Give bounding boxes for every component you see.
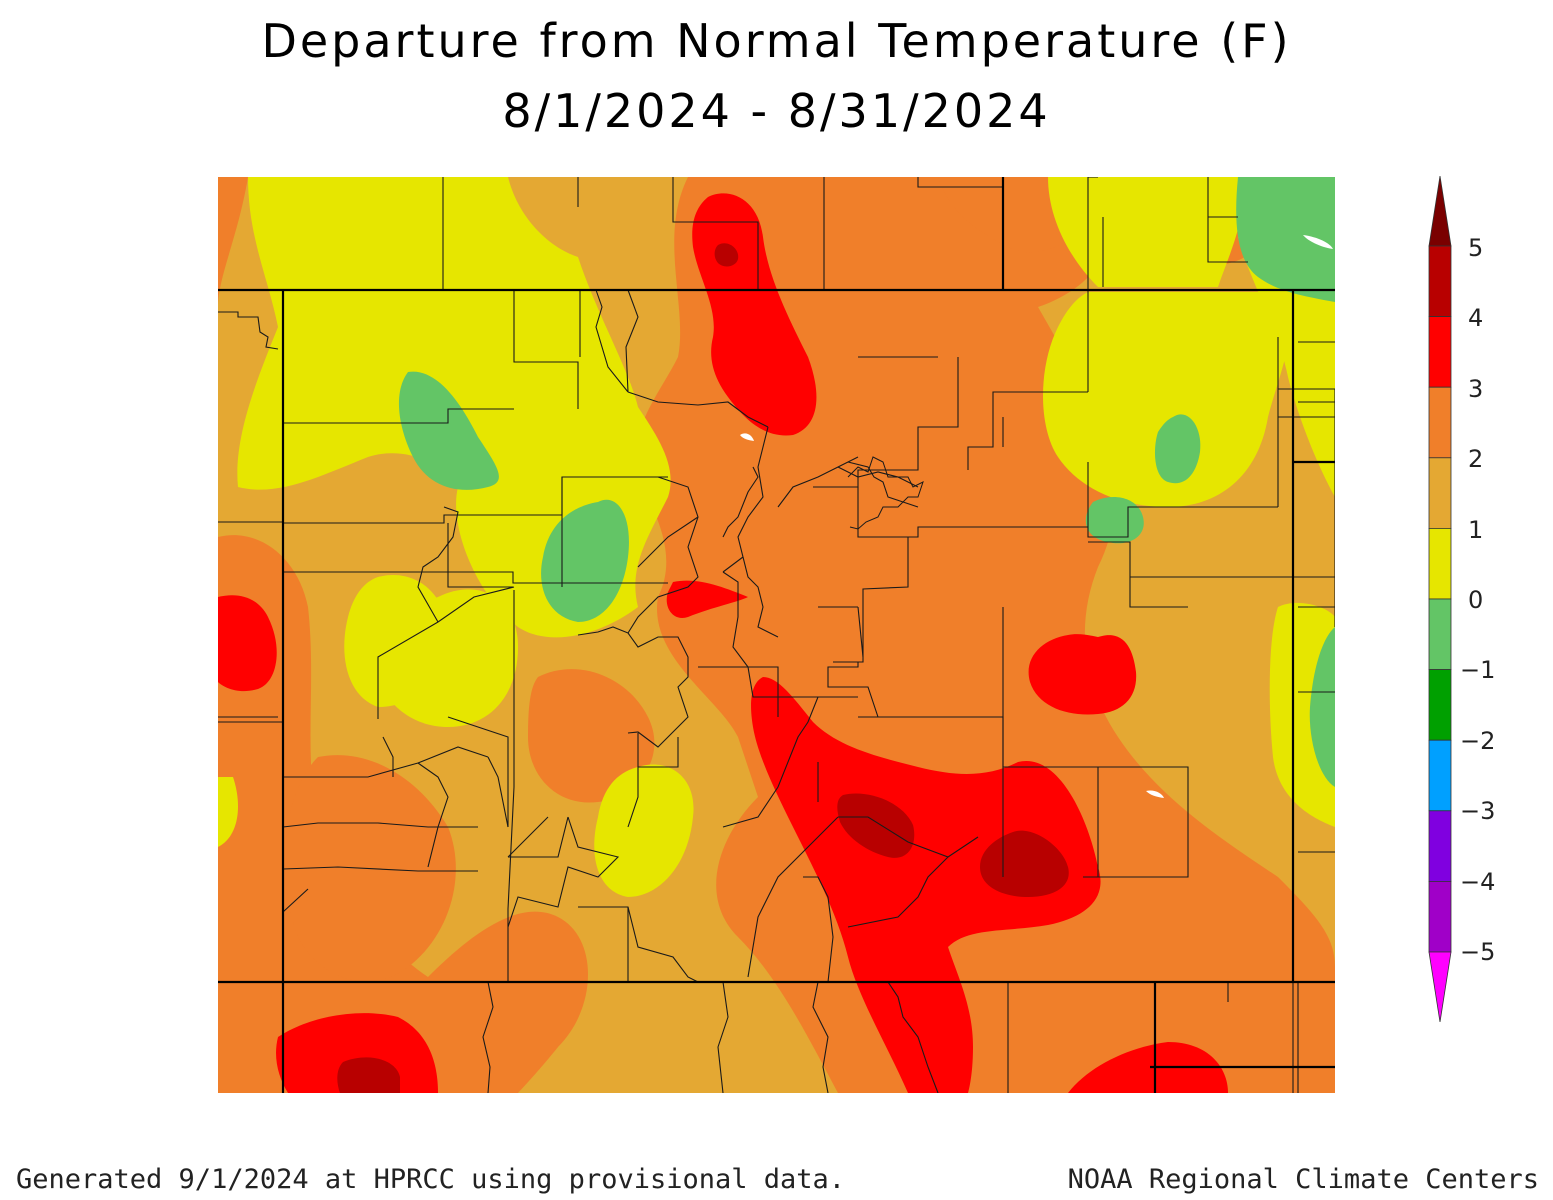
color-legend: 5 4 3 2 1 0 −1 −2 −3 −4 −5 [1420,170,1540,1030]
legend-label-4: 4 [1468,304,1484,332]
metro-county-outline [847,456,924,530]
legend-label-0: 0 [1468,586,1484,614]
temperature-departure-map [218,177,1335,1093]
legend-label-neg1: −1 [1460,656,1496,684]
legend-bin [1428,739,1452,812]
legend-bin [1428,386,1452,459]
legend-label-neg5: −5 [1460,938,1496,966]
map-title: Departure from Normal Temperature (F) [261,14,1292,68]
legend-bin [1428,245,1452,317]
legend-label-1: 1 [1468,516,1484,544]
legend-bin [1428,810,1452,882]
legend-label-neg4: −4 [1460,868,1496,896]
no-data-spots [740,235,1333,798]
contour-band-4-5 [337,243,1069,1093]
state-boundaries [218,177,1335,1093]
generated-note: Generated 9/1/2024 at HPRCC using provis… [16,1164,846,1195]
county-boundaries [218,177,1335,1093]
credit-note: NOAA Regional Climate Centers [1067,1164,1539,1195]
legend-bin [1428,598,1452,670]
legend-bottom-arrow [1428,951,1452,1023]
legend-bin [1428,457,1452,529]
legend-label-5: 5 [1468,234,1484,262]
legend-bin [1428,881,1452,953]
legend-label-2: 2 [1468,445,1484,473]
legend-bin [1428,527,1452,600]
contour-band-neg1-0 [398,177,1335,787]
map-date-range: 8/1/2024 - 8/31/2024 [502,84,1051,138]
legend-bin [1428,316,1452,388]
legend-bin [1428,669,1452,741]
legend-color-bins [1428,245,1452,953]
legend-label-neg3: −3 [1460,797,1496,825]
legend-top-arrow [1428,175,1452,247]
legend-label-3: 3 [1468,375,1484,403]
legend-label-neg2: −2 [1460,727,1496,755]
